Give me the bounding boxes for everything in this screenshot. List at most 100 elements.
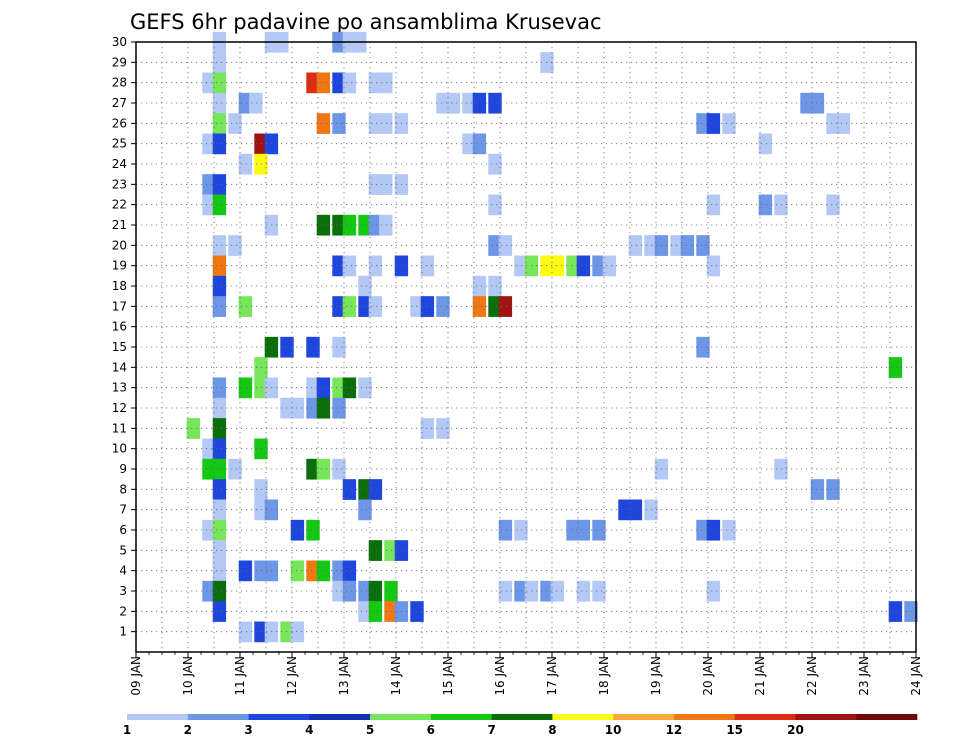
heatmap-cell — [212, 479, 227, 500]
heatmap-cell — [342, 377, 357, 399]
heatmap-cell — [550, 255, 565, 277]
y-tick-label: 10 — [112, 442, 127, 456]
x-tick-label: 22 JAN — [805, 656, 819, 696]
heatmap-cell — [316, 113, 331, 134]
y-tick-label: 29 — [112, 55, 127, 69]
colorbar-swatch — [127, 714, 189, 720]
heatmap-cell — [368, 601, 383, 622]
heatmap-cell — [202, 72, 216, 94]
heatmap-cell — [379, 174, 393, 195]
heatmap-cell — [826, 194, 840, 216]
x-axis: 09 JAN 10 JAN 11 JAN 12 JAN 13 JAN 14 JAN 15 J… — [129, 652, 923, 696]
colorbar-swatch — [613, 714, 675, 720]
y-tick-label: 25 — [112, 137, 127, 151]
colorbar-swatch — [309, 714, 371, 720]
colorbar-label: 4 — [305, 723, 313, 737]
heatmap-cell — [306, 336, 320, 358]
y-tick-label: 23 — [112, 177, 127, 191]
heatmap-cell — [592, 255, 606, 277]
colorbar-swatch — [795, 714, 857, 720]
y-tick-label: 24 — [112, 157, 127, 171]
heatmap-cell — [358, 377, 372, 399]
heatmap-cell — [332, 560, 346, 582]
heatmap-cell — [306, 397, 320, 419]
heatmap-cell — [202, 458, 216, 480]
y-tick-label: 12 — [112, 401, 127, 415]
heatmap-cell — [462, 133, 476, 155]
heatmap-cell — [379, 214, 393, 236]
heatmap-cell — [212, 194, 227, 216]
heatmap-cell — [332, 296, 346, 317]
heatmap-cell — [566, 255, 580, 277]
heatmap-cell — [810, 479, 825, 500]
colorbar-label: 20 — [787, 723, 804, 737]
heatmap-cell — [212, 397, 227, 419]
heatmap-cell — [332, 113, 346, 134]
y-tick-label: 4 — [119, 564, 127, 578]
heatmap-cell — [212, 377, 227, 399]
colorbar-label: 2 — [184, 723, 192, 737]
heatmap-cell — [212, 499, 227, 521]
heatmap-cell — [358, 499, 372, 521]
colorbar-label: 1 — [123, 723, 131, 737]
x-tick-label: 16 JAN — [493, 656, 507, 696]
heatmap-cell — [576, 580, 591, 602]
heatmap-cell — [332, 336, 346, 358]
heatmap-cell — [238, 296, 253, 317]
y-tick-label: 30 — [112, 35, 127, 49]
heatmap-cell — [342, 560, 357, 582]
heatmap-cell — [202, 174, 216, 195]
heatmap-cell — [212, 540, 227, 561]
heatmap-cell — [238, 621, 253, 643]
heatmap-cell — [290, 621, 305, 643]
x-tick-label: 24 JAN — [909, 656, 923, 696]
heatmap-cell — [358, 275, 372, 297]
heatmap-cell — [202, 519, 216, 541]
heatmap-cell — [316, 377, 331, 399]
heatmap-cell — [238, 377, 253, 399]
colorbar-swatch — [552, 714, 614, 720]
colorbar-label: 15 — [726, 723, 743, 737]
colorbar-label: 6 — [427, 723, 435, 737]
heatmap-cell — [249, 92, 263, 114]
heatmap-cell — [368, 174, 383, 195]
heatmap-cell — [706, 113, 721, 134]
heatmap-cell — [576, 255, 591, 277]
heatmap-cell — [212, 235, 227, 256]
heatmap-cell — [290, 397, 305, 419]
heatmap-cell — [212, 519, 227, 541]
heatmap-cell — [368, 540, 383, 561]
heatmap-cell — [332, 458, 346, 480]
heatmap-cell — [888, 601, 903, 622]
colorbar-swatch — [187, 714, 249, 720]
heatmap-cell — [368, 296, 383, 317]
heatmap-cell — [316, 560, 331, 582]
heatmap-cell — [358, 479, 372, 500]
colorbar-label: 12 — [666, 723, 683, 737]
heatmap-cell — [488, 235, 502, 256]
x-tick-label: 18 JAN — [597, 656, 611, 696]
heatmap-cell — [576, 519, 591, 541]
colorbar-swatch — [248, 714, 310, 720]
y-tick-label: 27 — [112, 96, 127, 110]
heatmap-cell — [696, 519, 710, 541]
heatmap-cell — [488, 92, 502, 114]
y-tick-label: 20 — [112, 238, 127, 252]
x-tick-label: 10 JAN — [181, 656, 195, 696]
heatmap-cell — [212, 296, 227, 317]
heatmap-cell — [228, 113, 242, 134]
heatmap-cell — [212, 560, 227, 582]
heatmap-cell — [420, 418, 435, 439]
colorbar: 1 2 3 4 5 6 7 8 10 12 15 20 — [123, 714, 918, 737]
heatmap-cell — [420, 255, 435, 277]
heatmap-cell — [722, 113, 736, 134]
heatmap-cell — [212, 255, 227, 277]
heatmap-cell — [202, 194, 216, 216]
y-tick-label: 13 — [112, 381, 127, 395]
heatmap-cell — [498, 519, 513, 541]
heatmap-cell — [836, 113, 851, 134]
heatmap-cell — [212, 418, 227, 439]
y-axis: 1234567891011121314151617181920212223242… — [112, 35, 136, 639]
heatmap-cell — [368, 72, 383, 94]
